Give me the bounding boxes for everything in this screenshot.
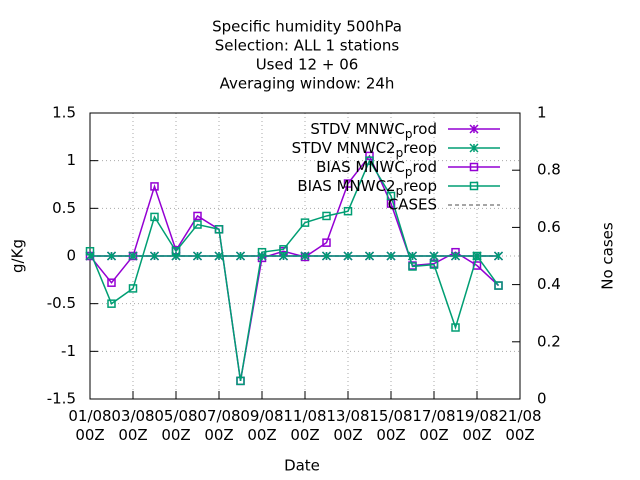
legend-marker [469, 124, 479, 134]
point [451, 323, 460, 332]
x-tick-label: 03/08 00Z [111, 407, 155, 444]
point [300, 218, 310, 227]
point [364, 251, 375, 261]
point [214, 225, 224, 234]
chart-title: Averaging window: 24h [220, 75, 395, 93]
point [171, 246, 181, 256]
series [85, 156, 503, 386]
series [85, 251, 504, 261]
x-tick-label: 21/08 00Z [498, 407, 542, 444]
y2-tick-label: 0 [537, 390, 547, 408]
point [386, 251, 396, 261]
y-tick-label: -1 [61, 342, 76, 360]
y-tick-label: 0.5 [52, 199, 76, 217]
legend-label: BIAS MNWC2preop [297, 177, 437, 198]
legend-marker [469, 143, 479, 153]
y-tick-label: -0.5 [47, 294, 76, 312]
y2-axis-label: No cases [599, 222, 617, 290]
point [236, 376, 245, 386]
x-tick-label: 05/08 00Z [154, 407, 198, 444]
point [235, 251, 246, 261]
point [106, 251, 117, 261]
y-tick-label: 1.5 [52, 104, 76, 122]
y2-tick-label: 0.8 [537, 161, 561, 179]
line [89, 159, 500, 382]
y2-tick-label: 0.6 [537, 218, 561, 236]
point [171, 251, 181, 261]
point [279, 245, 288, 254]
x-tick-label: 07/08 00Z [197, 407, 241, 444]
y2-tick-label: 0.4 [537, 275, 561, 293]
x-axis-label: Date [284, 457, 320, 475]
legend-label: STDV MNWCprod [310, 120, 437, 141]
point [128, 284, 138, 293]
point [408, 262, 417, 271]
point [343, 179, 353, 188]
legend-label: STDV MNWC2preop [292, 139, 437, 160]
chart-title: Selection: ALL 1 stations [215, 37, 400, 55]
point [322, 238, 331, 247]
y-tick-label: -1.5 [47, 390, 76, 408]
x-tick-label: 09/08 00Z [240, 407, 284, 444]
point [193, 211, 202, 221]
x-tick-label: 01/08 00Z [68, 407, 112, 444]
point [450, 251, 461, 261]
point [494, 281, 503, 290]
point [85, 246, 95, 256]
point [472, 251, 482, 261]
point [128, 251, 138, 261]
point [429, 260, 439, 269]
legend-label: CASES [388, 196, 437, 214]
y-tick-label: 1 [66, 151, 76, 169]
x-tick-label: 11/08 00Z [283, 407, 327, 444]
legend-marker [469, 162, 479, 172]
point [150, 182, 159, 191]
point [192, 251, 203, 261]
legend-label: BIAS MNWCprod [316, 158, 437, 179]
point [150, 212, 159, 222]
x-tick-label: 19/08 00Z [455, 407, 499, 444]
x-tick-label: 17/08 00Z [412, 407, 456, 444]
point [386, 191, 396, 201]
point [343, 251, 353, 261]
point [365, 156, 374, 165]
legend-marker [469, 181, 479, 191]
y-tick-label: 0 [66, 247, 76, 265]
chart-title: Used 12 + 06 [256, 56, 359, 74]
chart-title: Specific humidity 500hPa [212, 18, 402, 36]
y-axis-label: g/Kg [9, 239, 27, 273]
point [193, 220, 202, 229]
point [322, 211, 331, 221]
point [493, 251, 504, 261]
point [149, 251, 160, 261]
point [321, 251, 332, 261]
x-tick-label: 13/08 00Z [326, 407, 370, 444]
series [85, 151, 503, 386]
y2-tick-label: 1 [537, 104, 547, 122]
point [343, 206, 353, 216]
y2-tick-label: 0.2 [537, 332, 561, 350]
point [257, 247, 267, 257]
x-tick-label: 15/08 00Z [369, 407, 413, 444]
point [107, 278, 116, 287]
point [300, 251, 310, 261]
point [107, 299, 116, 308]
point [429, 251, 439, 261]
